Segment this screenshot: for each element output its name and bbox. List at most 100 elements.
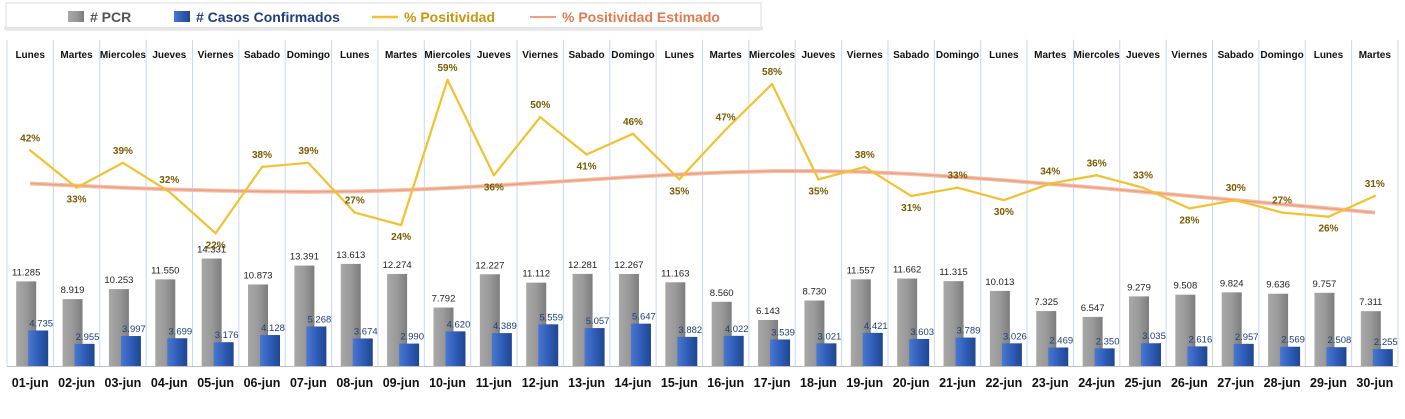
- confirmed-value-label: 4.389: [493, 321, 517, 332]
- weekday-label: Viernes: [198, 50, 234, 61]
- x-axis: 01-jun 02-jun 03-jun 04-jun 05-jun 06-jun 07-j…: [7, 366, 1398, 390]
- weekday-label: Miercoles: [749, 50, 796, 61]
- positivity-point: [770, 82, 774, 86]
- positivity-value-label: 36%: [1087, 158, 1107, 169]
- confirmed-value-label: 4.620: [447, 319, 471, 330]
- pcr-value-label: 10.013: [985, 277, 1014, 288]
- confirmed-bar: [491, 333, 512, 366]
- vertical-gridlines: [6, 40, 1399, 366]
- weekday-label: Martes: [60, 50, 93, 61]
- positivity-point: [307, 161, 310, 165]
- confirmed-bar: [352, 338, 373, 366]
- confirmed-value-label: 4.421: [864, 321, 888, 332]
- confirmed-bar: [1048, 347, 1069, 366]
- weekday-label: Domingo: [611, 50, 654, 61]
- positivity-point: [28, 149, 32, 152]
- x-tick-label: 24-jun: [1078, 376, 1115, 390]
- positivity-point: [168, 190, 171, 194]
- legend-label-pcr: # PCR: [90, 9, 131, 25]
- pcr-value-label: 8.730: [803, 287, 827, 298]
- x-tick-label: 16-jun: [707, 376, 744, 390]
- weekday-label: Viernes: [1171, 50, 1207, 61]
- positivity-line: [29, 78, 1376, 235]
- weekday-label: Jueves: [477, 50, 511, 61]
- weekday-label: Martes: [1359, 50, 1392, 61]
- confirmed-bar: [862, 332, 883, 366]
- x-tick-label: 21-jun: [939, 376, 976, 390]
- confirmed-value-label: 4.735: [29, 318, 53, 329]
- pcr-value-label: 9.636: [1266, 280, 1290, 291]
- confirmed-value-label: 3.539: [771, 327, 795, 338]
- pcr-value-label: 10.873: [243, 270, 272, 281]
- pcr-value-label: 9.757: [1313, 279, 1337, 290]
- pcr-value-label: 14.331: [197, 245, 226, 256]
- positivity-value-label: 35%: [669, 186, 689, 197]
- confirmed-value-label: 2.350: [1096, 336, 1120, 347]
- confirmed-value-label: 2.255: [1374, 337, 1398, 348]
- positivity-point: [631, 132, 635, 135]
- positivity-point: [1280, 211, 1284, 214]
- positivity-value-label: 38%: [252, 150, 272, 161]
- pcr-value-label: 9.824: [1220, 278, 1244, 289]
- confirmed-value-label: 3.035: [1142, 331, 1166, 342]
- pcr-bar: [387, 273, 408, 366]
- confirmed-bar: [167, 338, 188, 366]
- x-tick-label: 04-jun: [151, 376, 188, 390]
- x-tick-label: 01-jun: [12, 376, 49, 390]
- confirmed-value-label: 3.021: [818, 331, 842, 342]
- weekday-label: Martes: [1034, 50, 1067, 61]
- confirmed-bar: [28, 330, 49, 366]
- confirmed-value-label: 3.026: [1003, 331, 1027, 342]
- pcr-value-label: 12.227: [475, 260, 504, 271]
- weekday-label: Lunes: [15, 50, 45, 61]
- x-tick-label: 03-jun: [105, 376, 142, 390]
- x-tick-label: 29-jun: [1310, 376, 1347, 390]
- confirmed-bar: [909, 338, 930, 366]
- positivity-value-label: 41%: [577, 162, 597, 173]
- x-tick-label: 05-jun: [197, 376, 234, 390]
- positivity-point: [909, 194, 913, 198]
- positivity-point: [492, 174, 496, 177]
- pcr-value-label: 11.662: [893, 265, 921, 276]
- legend-swatch-pcr: [68, 11, 84, 22]
- positivity-point: [214, 232, 217, 235]
- positivity-value-label: 58%: [762, 67, 782, 78]
- confirmed-value-label: 5.559: [539, 312, 563, 323]
- confirmed-bar: [955, 337, 976, 366]
- positivity-value-label: 26%: [1318, 224, 1338, 235]
- weekday-label: Lunes: [989, 50, 1019, 61]
- pcr-value-label: 12.267: [614, 260, 643, 271]
- positivity-value-label: 59%: [437, 63, 457, 74]
- positivity-value-label: 27%: [345, 196, 365, 207]
- legend-label-positivity: % Positividad: [404, 9, 495, 25]
- confirmed-bar: [74, 343, 95, 366]
- x-tick-label: 15-jun: [661, 376, 698, 390]
- confirmed-bar: [1372, 349, 1393, 366]
- x-tick-label: 18-jun: [800, 376, 837, 390]
- pcr-value-label: 8.919: [61, 285, 85, 296]
- pcr-value-label: 11.285: [12, 267, 40, 278]
- x-tick-label: 19-jun: [846, 376, 883, 390]
- pcr-value-label: 9.508: [1173, 281, 1197, 292]
- positivity-value-label: 46%: [623, 117, 643, 128]
- confirmed-bar: [1001, 343, 1022, 366]
- pcr-value-label: 11.557: [847, 265, 875, 276]
- positivity-point: [956, 186, 959, 189]
- confirmed-bar: [1094, 348, 1115, 366]
- confirmed-value-label: 3.997: [122, 324, 146, 335]
- x-tick-label: 09-jun: [383, 376, 420, 390]
- legend-label-confirmed: # Casos Confirmados: [196, 9, 340, 25]
- confirmed-value-label: 5.268: [307, 314, 331, 325]
- confirmed-value-label: 2.957: [1235, 332, 1259, 343]
- positivity-point: [446, 78, 449, 82]
- positivity-value-label: 33%: [948, 171, 968, 182]
- positivity-value-label: 42%: [20, 133, 40, 144]
- positivity-point: [399, 223, 403, 227]
- positivity-value-label: 28%: [1179, 215, 1199, 226]
- pcr-value-label: 7.325: [1034, 297, 1058, 308]
- positivity-value-label: 39%: [298, 146, 318, 157]
- weekday-label: Sabado: [569, 50, 605, 61]
- weekday-label: Lunes: [340, 50, 370, 61]
- x-tick-label: 06-jun: [244, 376, 281, 390]
